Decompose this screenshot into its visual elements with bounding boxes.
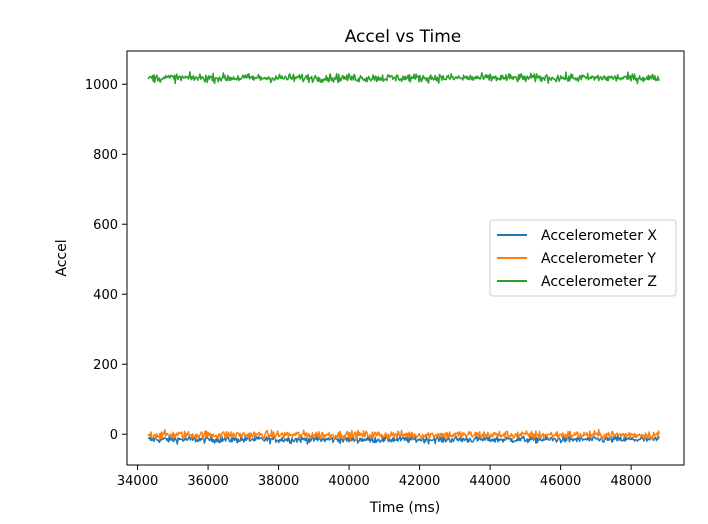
y-tick-label: 800 xyxy=(93,148,118,163)
x-axis: 34000 36000 38000 40000 42000 44000 46000 48000 xyxy=(117,465,652,489)
y-tick-label: 400 xyxy=(93,288,118,303)
x-tick-label: 36000 xyxy=(187,474,228,489)
series-line-1 xyxy=(147,434,660,445)
legend-label: Accelerometer Y xyxy=(541,251,656,267)
y-tick-label: 1000 xyxy=(85,78,118,93)
legend-box xyxy=(489,219,677,297)
x-tick-label: 48000 xyxy=(610,474,651,489)
legend: Accelerometer X Accelerometer Y Accelerome… xyxy=(489,219,677,297)
x-tick-label: 38000 xyxy=(258,474,299,489)
y-tick-label: 0 xyxy=(110,428,118,443)
x-axis-label: Time (ms) xyxy=(369,500,441,516)
legend-label: Accelerometer X xyxy=(541,228,657,244)
x-tick-label: 34000 xyxy=(117,474,158,489)
x-tick-label: 46000 xyxy=(540,474,581,489)
plot-frame xyxy=(126,50,685,466)
y-tick-label: 600 xyxy=(93,218,118,233)
y-axis: 0 200 400 600 800 1000 xyxy=(85,78,127,443)
y-tick-label: 200 xyxy=(93,358,118,373)
series-line-3 xyxy=(147,71,661,85)
x-tick-label: 40000 xyxy=(328,474,369,489)
legend-label: Accelerometer Z xyxy=(541,274,657,290)
y-axis-label: Accel xyxy=(54,239,70,276)
series-layer xyxy=(147,71,661,445)
series-line-2 xyxy=(147,428,661,441)
chart-title: Accel vs Time xyxy=(345,27,462,47)
x-tick-label: 42000 xyxy=(399,474,440,489)
x-tick-label: 44000 xyxy=(469,474,510,489)
